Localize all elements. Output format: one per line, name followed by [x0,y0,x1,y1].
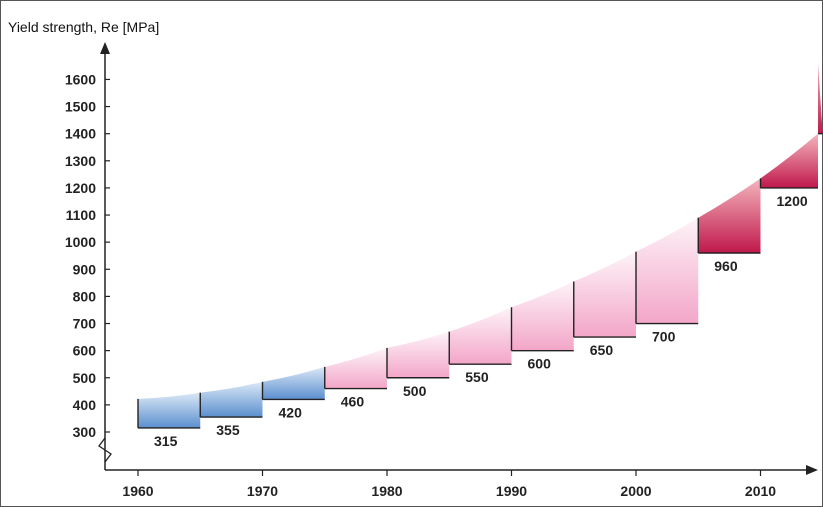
step-bar: 1200 [759,133,818,209]
y-tick-label: 800 [73,288,97,304]
step-fill [511,281,574,351]
step-fill [262,366,325,400]
step-fill [200,381,263,418]
y-tick-label: 1500 [65,99,96,115]
step-value-label: 460 [341,394,365,410]
y-tick-label: 1200 [65,180,96,196]
step-fill [449,307,512,365]
y-axis-label: Yield strength, Re [MPa] [8,19,159,35]
step-fill [818,61,823,134]
x-tick-label: 2000 [620,483,651,499]
x-tick-label: 1990 [496,483,527,499]
y-tick-label: 1400 [65,126,96,142]
step-bar: 460 [324,347,387,410]
y-tick-label: 1000 [65,234,96,250]
step-value-label: 420 [279,404,303,420]
step-fill [636,217,699,324]
y-ticks: 300 400 500 600 700 800 900 1000 1100 1200 1300 140… [65,71,110,440]
y-tick-label: 1600 [65,71,96,87]
step-fill [138,392,201,428]
y-axis-arrow [100,42,110,54]
y-tick-label: 700 [73,316,97,332]
step-bar: 650 [573,251,636,358]
x-tick-label: 1960 [122,483,153,499]
step-fill [387,331,450,378]
x-tick-label: 1980 [371,483,402,499]
step-fill [760,133,818,188]
step-value-label: 500 [403,383,427,399]
step-bar: 500 [386,331,450,399]
x-tick-label: 1970 [247,483,278,499]
axis-break-mark [98,437,112,463]
y-tick-label: 400 [73,397,97,413]
y-tick-label: 300 [73,424,97,440]
y-tick-label: 1100 [66,207,97,223]
step-value-label: 650 [590,342,614,358]
step-bar: 420 [261,366,325,420]
y-tick-label: 1300 [65,153,96,169]
step-fill [324,347,387,389]
y-tick-label: 500 [73,370,97,386]
step-value-label: 355 [216,422,240,438]
step-bar: 600 [510,281,574,372]
y-tick-label: 900 [73,261,97,277]
x-axis-arrow [806,465,818,475]
step-fill [698,178,761,254]
y-tick-label: 600 [73,343,97,359]
step-value-label: 550 [465,369,489,385]
step-bar: 700 [635,217,699,345]
step-value-label: 700 [652,329,676,345]
step-bar: 550 [448,307,512,385]
step-bar: 1400 [818,61,823,135]
x-ticks: 1960 1970 1980 1990 2000 2010 [122,470,776,499]
step-bar: 355 [199,381,263,438]
step-bar: 315 [137,392,201,449]
x-tick-label: 2010 [745,483,776,499]
step-bar: 960 [697,178,761,274]
step-fill [573,251,636,338]
step-bars: 315 355 420 460 500 550 600 650 700 960 1200 1400 [137,61,823,449]
step-value-label: 960 [714,258,738,274]
step-value-label: 1200 [777,193,808,209]
axes [98,42,818,475]
step-value-label: 315 [154,433,178,449]
step-value-label: 600 [528,356,552,372]
